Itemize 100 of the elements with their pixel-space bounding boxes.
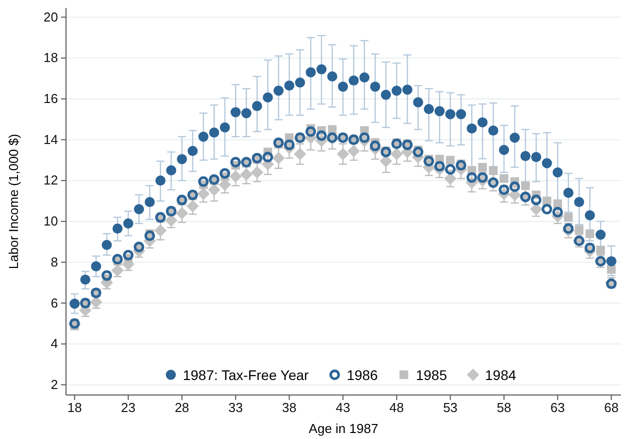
point	[542, 158, 552, 168]
point	[488, 166, 498, 175]
point	[596, 230, 606, 240]
point	[466, 123, 477, 134]
point	[488, 125, 498, 136]
y-tick-label: 4	[50, 336, 58, 352]
x-tick-label: 53	[443, 400, 458, 416]
point	[370, 82, 380, 92]
point	[563, 188, 574, 198]
point	[586, 229, 594, 238]
x-tick-label: 33	[228, 400, 243, 416]
point	[392, 86, 402, 96]
y-tick-label: 18	[44, 50, 58, 66]
point	[274, 86, 284, 96]
point	[306, 67, 316, 78]
x-tick-label: 63	[550, 400, 565, 416]
point	[250, 166, 264, 179]
point	[466, 172, 478, 183]
point	[584, 242, 596, 254]
legend-label: 1986	[346, 366, 378, 383]
point	[574, 196, 584, 208]
x-tick-label: 58	[496, 400, 512, 416]
point	[197, 188, 210, 200]
y-axis-title: Labor Income (1,000 $)	[6, 134, 21, 270]
x-tick-label: 23	[121, 400, 136, 416]
point	[144, 230, 156, 241]
point	[584, 210, 595, 220]
point	[327, 71, 338, 82]
point	[520, 151, 531, 162]
point	[500, 174, 508, 183]
point	[521, 181, 530, 190]
point	[111, 264, 124, 277]
point	[272, 152, 285, 164]
y-tick-label: 12	[44, 172, 58, 188]
point	[596, 246, 605, 254]
point	[498, 144, 510, 155]
point	[370, 140, 380, 152]
legend-label: 1987: Tax-Free Year	[182, 366, 310, 383]
point	[434, 106, 445, 116]
point	[229, 170, 242, 183]
point	[294, 148, 306, 160]
point	[284, 80, 294, 91]
y-tick-label: 2	[50, 376, 58, 392]
point	[209, 128, 220, 138]
point	[316, 130, 327, 141]
point	[316, 64, 327, 74]
point	[477, 172, 488, 183]
point	[176, 154, 187, 164]
point	[208, 184, 220, 196]
point	[134, 204, 144, 214]
point	[220, 168, 230, 179]
point	[144, 196, 155, 208]
point	[336, 148, 350, 160]
x-tick-label: 28	[174, 400, 190, 416]
point	[338, 82, 348, 92]
point	[230, 107, 241, 118]
point	[424, 104, 434, 114]
point	[390, 148, 403, 160]
y-tick-label: 14	[44, 132, 58, 147]
legend-label: 1984	[485, 366, 516, 383]
point	[70, 298, 80, 309]
point	[80, 274, 90, 285]
point	[456, 109, 466, 120]
point	[606, 256, 616, 266]
x-tick-label: 43	[336, 400, 350, 416]
point	[531, 152, 542, 162]
point	[530, 194, 542, 206]
point	[446, 156, 455, 164]
point	[552, 167, 563, 178]
y-tick-label: 8	[50, 254, 58, 270]
x-axis-title: Age in 1987	[308, 421, 378, 436]
point	[176, 207, 188, 220]
point	[542, 204, 552, 214]
point	[241, 108, 252, 118]
point	[91, 261, 102, 272]
point	[262, 152, 274, 162]
point	[445, 109, 456, 120]
point	[477, 117, 488, 128]
point	[123, 218, 134, 228]
point	[134, 242, 144, 252]
point	[424, 156, 434, 166]
point	[359, 72, 370, 82]
point	[220, 122, 230, 133]
point	[112, 224, 123, 234]
y-tick-label: 16	[44, 91, 58, 106]
point	[166, 165, 176, 176]
y-tick-label: 6	[50, 295, 58, 310]
y-tick-label: 20	[44, 9, 58, 24]
x-tick-label: 38	[282, 400, 297, 416]
point	[198, 176, 209, 187]
point	[252, 100, 262, 112]
point	[198, 132, 208, 142]
point	[262, 92, 273, 102]
point	[348, 144, 360, 158]
point	[240, 168, 253, 181]
x-tick-label: 18	[67, 400, 82, 416]
point	[445, 164, 456, 175]
point	[552, 206, 563, 218]
point	[574, 225, 584, 234]
legend-label: 1985	[416, 366, 448, 383]
